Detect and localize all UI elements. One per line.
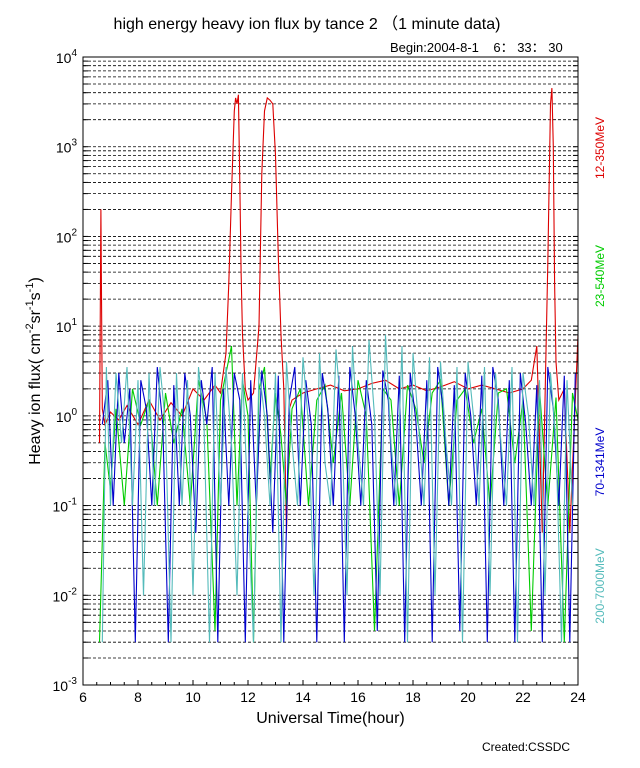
x-axis-label: Universal Time(hour)	[256, 710, 404, 727]
x-tick-label: 10	[185, 689, 201, 705]
x-tick-label: 6	[79, 689, 87, 705]
y-tick-label: 10-2	[53, 586, 78, 604]
x-tick-label: 18	[405, 689, 421, 705]
y-tick-label: 10-1	[53, 497, 78, 515]
series-line	[101, 334, 574, 643]
y-tick-label: 102	[56, 227, 78, 245]
y-tick-base: 10	[56, 229, 72, 245]
y-tick-base: 10	[53, 678, 69, 694]
created-credit: Created:CSSDC	[482, 740, 571, 754]
y-tick-base: 10	[56, 409, 72, 425]
y-axis-label: Heavy ion flux( cm-2sr-1s-1)	[24, 277, 44, 465]
y-tick-base: 10	[53, 499, 69, 515]
y-tick-base: 10	[56, 140, 72, 156]
axis-ticks	[82, 60, 579, 686]
legend-label: 12-350MeV	[593, 117, 607, 179]
x-tick-label: 12	[240, 689, 256, 705]
y-tick-label: 103	[56, 138, 78, 156]
series-line	[98, 88, 579, 533]
series-legend: 12-350MeV 23-540MeV 70-1341MeV 200-7000MeV	[593, 117, 607, 624]
y-axis-label-part: sr	[27, 309, 44, 323]
y-axis-label-part: )	[27, 277, 44, 282]
x-tick-label: 22	[515, 689, 531, 705]
y-tick-base: 10	[56, 50, 72, 66]
x-tick-label: 8	[134, 689, 142, 705]
y-tick-label: 101	[56, 317, 78, 335]
y-tick-label: 10-3	[53, 676, 78, 694]
y-tick-exponent: 1	[71, 317, 77, 328]
y-tick-label: 104	[56, 48, 78, 66]
x-tick-label: 20	[460, 689, 476, 705]
legend-label: 70-1341MeV	[593, 428, 607, 497]
series-line	[101, 366, 576, 643]
y-axis-label-part: s	[27, 292, 44, 300]
chart-title-text: high energy heavy ion flux by tance 2 （1…	[113, 16, 501, 33]
y-tick-exponent: 4	[71, 48, 77, 59]
x-tick-label: 16	[350, 689, 366, 705]
y-tick-exponent: 2	[71, 227, 77, 238]
x-tick-label: 14	[295, 689, 311, 705]
y-tick-base: 10	[56, 319, 72, 335]
y-tick-base: 10	[53, 588, 69, 604]
y-tick-exponent: 3	[71, 138, 77, 149]
y-tick-exponent: -2	[68, 586, 77, 597]
y-axis-label-part: -1	[24, 300, 36, 310]
axis-labels: 6 8 10 12 14 16 18 20 22 2410410310210110010-110-…	[24, 48, 586, 727]
legend-label: 200-7000MeV	[593, 548, 607, 623]
chart-title: high energy heavy ion flux by tance 2 （1…	[0, 10, 640, 34]
legend-label: 23-540MeV	[593, 245, 607, 307]
y-axis-label-part: -2	[24, 323, 36, 333]
x-tick-label: 24	[570, 689, 586, 705]
y-tick-exponent: -3	[68, 676, 77, 687]
y-axis-label-part: -1	[24, 283, 36, 293]
y-axis-label-part: Heavy ion flux( cm	[27, 333, 44, 465]
series-lines	[98, 88, 579, 643]
begin-time: Begin:2004-8-1 6： 33： 30	[390, 40, 563, 55]
y-tick-exponent: 0	[71, 407, 77, 418]
y-tick-label: 100	[56, 407, 78, 425]
y-tick-exponent: -1	[68, 497, 77, 508]
